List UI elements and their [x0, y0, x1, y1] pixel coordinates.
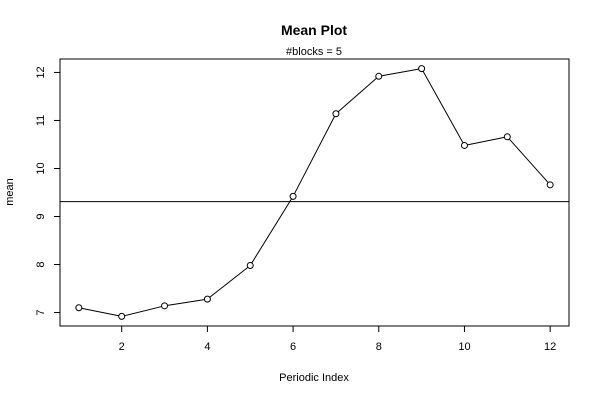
series-line-segment — [337, 77, 377, 113]
series-line-segment — [209, 266, 249, 298]
data-point — [118, 312, 126, 320]
y-tick-label: 8 — [35, 261, 47, 267]
data-point — [460, 141, 468, 149]
data-point — [375, 72, 383, 80]
data-point — [546, 181, 554, 189]
chart-marks — [60, 65, 569, 320]
x-tick-label: 10 — [458, 341, 470, 353]
data-point — [289, 192, 297, 200]
x-tick-label: 2 — [119, 341, 125, 353]
series-line-segment — [81, 307, 119, 317]
series-line-segment — [124, 306, 162, 317]
x-tick-label: 8 — [376, 341, 382, 353]
y-tick-label: 12 — [35, 66, 47, 78]
data-point — [246, 261, 254, 269]
data-point — [161, 302, 169, 310]
x-axis-label: Periodic Index — [279, 372, 349, 384]
data-point — [418, 65, 426, 73]
plot-frame — [59, 58, 570, 327]
x-axis: 2 4 6 8 10 12 — [119, 326, 556, 353]
data-point — [503, 133, 511, 141]
series-line-segment — [508, 138, 549, 183]
chart-subtitle: #blocks = 5 — [286, 46, 342, 58]
chart-title: Mean Plot — [281, 22, 347, 38]
x-tick-label: 12 — [544, 341, 556, 353]
series-line-segment — [467, 136, 505, 146]
data-point — [332, 110, 340, 118]
series-line-segment — [381, 68, 419, 77]
y-axis: 7 8 9 10 11 12 — [35, 66, 60, 316]
data-point — [203, 295, 211, 303]
series-line-segment — [422, 70, 464, 144]
series-line-segment — [167, 299, 205, 306]
y-tick-label: 11 — [35, 115, 47, 126]
series-line-segment — [251, 198, 292, 264]
x-tick-label: 4 — [204, 341, 210, 353]
data-point — [75, 304, 83, 312]
y-tick-label: 7 — [35, 309, 47, 315]
y-tick-label: 9 — [35, 213, 47, 219]
y-axis-label: mean — [4, 178, 16, 206]
y-tick-label: 10 — [35, 162, 47, 174]
series-line-segment — [294, 116, 335, 194]
x-tick-label: 6 — [290, 341, 296, 353]
